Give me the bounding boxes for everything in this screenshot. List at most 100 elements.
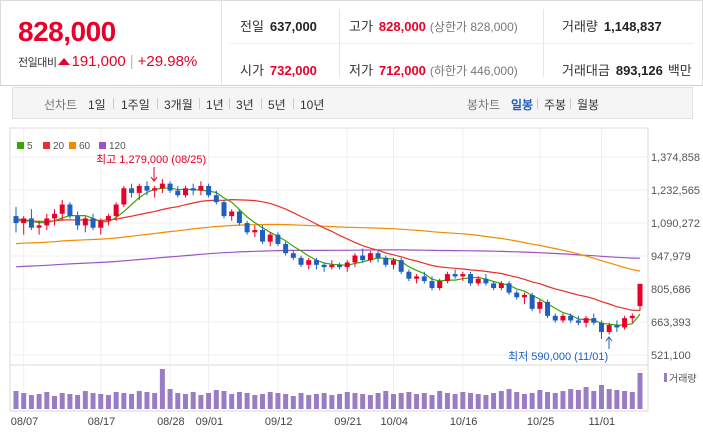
tab-monthly[interactable]: 월봉 xyxy=(577,98,600,112)
volume-bar xyxy=(206,393,212,409)
candle-body xyxy=(529,294,535,309)
tab-10y[interactable]: 10년 xyxy=(300,98,325,112)
candle-body xyxy=(59,204,65,214)
volume-bar xyxy=(213,390,219,409)
volume-bar xyxy=(452,394,458,409)
volume-bar xyxy=(229,394,235,409)
candle-body xyxy=(213,195,219,203)
legend-label: 5 xyxy=(27,141,33,152)
candle-body xyxy=(290,253,296,258)
volume-bar xyxy=(483,395,489,409)
change-value: 191,000 xyxy=(71,53,126,70)
volume-bar xyxy=(113,392,119,409)
stat-volume: 거래량 1,148,837 xyxy=(562,19,662,34)
volume-bar xyxy=(414,394,420,409)
volume-bar xyxy=(36,394,42,409)
tab-1w[interactable]: 1주일 xyxy=(121,98,150,112)
volume-bar xyxy=(390,394,396,409)
volume-bar xyxy=(568,389,574,409)
candle-body xyxy=(498,283,504,288)
volume-bar xyxy=(406,392,412,409)
separator: | xyxy=(129,53,134,70)
volume-bar xyxy=(98,394,104,409)
volume-legend-swatch xyxy=(664,373,667,382)
candle-body xyxy=(591,318,597,323)
high-annotation: 최고 1,279,000 (08/25) xyxy=(96,153,206,166)
change-label: 전일대비 xyxy=(18,57,57,69)
candle-body xyxy=(383,257,389,265)
volume-bar xyxy=(444,393,450,409)
legend-label: 120 xyxy=(109,141,126,152)
candle-body xyxy=(622,318,628,328)
volume-bar xyxy=(329,395,335,409)
tab-3m[interactable]: 3개월 xyxy=(164,98,193,112)
y-tick-label: 1,374,858 xyxy=(651,152,700,164)
volume-bar xyxy=(105,395,111,409)
candle-body xyxy=(337,264,343,268)
candle-body xyxy=(506,283,512,293)
tab-daily[interactable]: 일봉 xyxy=(511,98,534,112)
tab-weekly[interactable]: 주봉 xyxy=(544,98,567,112)
candle-body xyxy=(545,301,551,316)
candle-body xyxy=(206,185,212,196)
candle-body xyxy=(375,253,381,258)
tab-separator xyxy=(537,98,538,109)
candle-body xyxy=(190,188,196,191)
volume-bar xyxy=(491,393,497,409)
candle-body xyxy=(36,225,42,228)
volume-bar xyxy=(13,391,19,409)
volume-bar xyxy=(298,393,304,409)
candle-chart-header: 봉차트 xyxy=(467,98,501,112)
volume-bar xyxy=(59,393,65,409)
volume-bar xyxy=(167,389,173,409)
tab-1y[interactable]: 1년 xyxy=(206,98,224,112)
candle-body xyxy=(398,260,404,272)
candle-body xyxy=(121,188,127,205)
candle-body xyxy=(306,260,312,265)
volume-bar xyxy=(437,391,443,409)
volume-bar xyxy=(283,394,289,409)
candle-body xyxy=(483,278,489,284)
candle-body xyxy=(537,301,543,309)
volume-bar xyxy=(575,390,581,409)
candle-body xyxy=(28,218,34,228)
volume-bar xyxy=(44,392,50,409)
candle-body xyxy=(167,183,173,191)
candle-body xyxy=(90,218,96,228)
candle-body xyxy=(236,211,242,224)
candle-body xyxy=(414,276,420,279)
candle-body xyxy=(637,283,643,307)
volume-bar xyxy=(198,395,204,409)
candle-body xyxy=(152,188,158,191)
volume-bar xyxy=(121,393,127,409)
volume-bar xyxy=(360,394,366,409)
change-percent: +29.98% xyxy=(137,53,198,70)
high-arrow-icon xyxy=(150,167,158,182)
tab-separator xyxy=(157,98,158,109)
ma5-line xyxy=(16,187,641,326)
tab-1d[interactable]: 1일 xyxy=(88,98,106,112)
candle-body xyxy=(491,283,497,288)
volume-bar xyxy=(583,387,589,409)
x-tick-label: 08/17 xyxy=(88,416,116,428)
volume-bar xyxy=(421,393,427,409)
volume-bar xyxy=(629,392,635,409)
legend-swatch xyxy=(99,142,106,149)
candle-body xyxy=(475,278,481,284)
volume-bar xyxy=(260,394,266,409)
volume-bar xyxy=(429,395,435,409)
tab-separator xyxy=(113,98,114,109)
candle-body xyxy=(98,220,104,228)
candle-body xyxy=(229,211,235,217)
tab-5y[interactable]: 5년 xyxy=(268,98,286,112)
volume-bar xyxy=(606,389,612,409)
volume-bar xyxy=(498,391,504,409)
candle-body xyxy=(275,234,281,244)
volume-bar xyxy=(321,393,327,409)
x-tick-label: 09/21 xyxy=(334,416,362,428)
candle-body xyxy=(298,257,304,265)
volume-bar xyxy=(90,393,96,409)
tab-3y[interactable]: 3년 xyxy=(236,98,254,112)
candle-body xyxy=(44,218,50,226)
legend-label: 20 xyxy=(53,141,65,152)
